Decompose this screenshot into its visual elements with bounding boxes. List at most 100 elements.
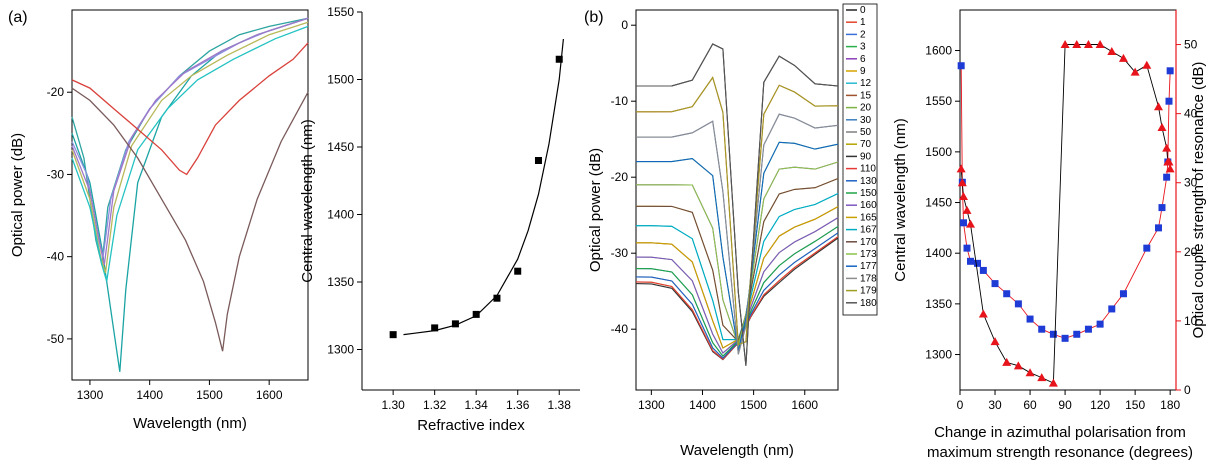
b-pol-wavelength-point <box>1166 67 1174 75</box>
a-index-xtick-label: 1.38 <box>548 398 572 412</box>
a-index-ytick-label: 1550 <box>327 5 354 19</box>
b-pol-wavelength-point <box>1061 334 1069 342</box>
b-legend-label: 178 <box>860 273 877 284</box>
a-index-point <box>472 310 480 318</box>
b-pol-wavelength-point <box>1158 204 1166 212</box>
b-legend-label: 2 <box>860 29 866 40</box>
b-legend-label: 50 <box>860 127 872 138</box>
b-pol-wavelength-point <box>957 62 965 70</box>
b-pol-ytick-label: 1500 <box>925 145 952 159</box>
b-spectra-ylabel: Optical power (dB) <box>587 148 604 272</box>
a-index-point <box>431 324 439 332</box>
b-pol-strength-point <box>1164 157 1174 166</box>
b-pol-wavelength-point <box>1014 300 1022 308</box>
b-pol-strength-point <box>959 192 969 201</box>
b-legend-label: 0 <box>860 5 866 16</box>
b-spectra-ytick-label: -40 <box>611 322 629 336</box>
b-pol-wavelength-point <box>991 280 999 288</box>
b-pol-line-left <box>960 65 1171 339</box>
b-pol-xtick-label: 120 <box>1090 398 1110 412</box>
b-pol-strength-point <box>1162 143 1172 152</box>
b-pol-strength-point <box>956 164 966 173</box>
b-pol-wavelength-point <box>1038 325 1046 333</box>
b-pol-strength-point <box>1060 40 1070 49</box>
b-legend-label: 12 <box>860 78 872 89</box>
b-spectra-ytick-label: -30 <box>611 246 629 260</box>
b-legend-label: 180 <box>860 298 877 309</box>
b-legend-label: 20 <box>860 103 872 114</box>
chart-b-spectra: 1300 1400 1500 1600-40-30-20-10001236912152… <box>587 3 878 459</box>
panel-label-a: (a) <box>8 9 28 26</box>
b-pol-line-right <box>960 44 1171 384</box>
b-pol-ytick-right-label: 30 <box>1184 176 1198 190</box>
a-index-point <box>555 55 563 63</box>
a-spectra-xtick-label: 1500 <box>196 388 223 402</box>
chart-a-refractive-index: 1.30 1.32 1.34 1.36 1.38 1300 1350 1400 1450 1500… <box>299 5 580 434</box>
a-spectra-ytick-label: -20 <box>47 85 65 99</box>
b-pol-ytick-label: 1450 <box>925 196 952 210</box>
b-pol-xtick-label: 90 <box>1058 398 1072 412</box>
b-legend-label: 90 <box>860 151 872 162</box>
b-pol-ytick-right-label: 10 <box>1184 314 1198 328</box>
a-index-point <box>493 294 501 302</box>
b-pol-strength-point <box>1107 46 1117 55</box>
b-pol-strength-point <box>1095 40 1105 49</box>
b-pol-strength-point <box>990 337 1000 346</box>
b-pol-strength-point <box>1013 361 1023 370</box>
b-spectrum-line <box>636 113 839 355</box>
b-pol-xtick-label: 60 <box>1023 398 1037 412</box>
a-spectrum-line <box>71 17 309 372</box>
b-pol-wavelength-point <box>1049 330 1057 338</box>
b-spectra-xlabel: Wavelength (nm) <box>680 442 794 459</box>
b-pol-ylabel-left: Central wavelength (nm) <box>892 118 909 281</box>
b-legend-label: 6 <box>860 54 866 65</box>
b-pol-strength-point <box>1083 40 1093 49</box>
a-spectra-ytick-label: -50 <box>47 332 65 346</box>
b-pol-strength-point <box>957 178 967 187</box>
b-pol-wavelength-point <box>960 219 968 227</box>
b-pol-strength-point <box>978 309 988 318</box>
b-legend-label: 179 <box>860 286 877 297</box>
b-legend-box <box>842 3 878 316</box>
a-index-xlabel: Refractive index <box>417 417 525 434</box>
b-spectrum-line <box>636 76 839 346</box>
b-pol-wavelength-point <box>1026 315 1034 323</box>
b-pol-wavelength-point <box>979 266 987 274</box>
a-index-ytick-label: 1350 <box>327 275 354 289</box>
b-pol-ytick-label: 1550 <box>925 94 952 108</box>
a-index-xtick-label: 1.32 <box>423 398 447 412</box>
b-pol-wavelength-point <box>1084 325 1092 333</box>
b-pol-ytick-right-label: 50 <box>1184 38 1198 52</box>
b-spectrum-line <box>636 43 839 366</box>
b-spectra-xtick-label: 1500 <box>740 398 767 412</box>
b-pol-wavelength-point <box>1154 224 1162 232</box>
b-pol-ytick-right-label: 20 <box>1184 245 1198 259</box>
b-pol-ytick-right-label: 40 <box>1184 107 1198 121</box>
b-pol-xtick-label: 150 <box>1125 398 1145 412</box>
b-spectrum-line <box>636 141 839 351</box>
a-spectra-ytick-label: -30 <box>47 167 65 181</box>
a-spectrum-line <box>71 17 309 266</box>
b-legend-label: 30 <box>860 115 872 126</box>
b-pol-strength-point <box>966 219 976 228</box>
a-spectra-ylabel: Optical power (dB) <box>9 133 26 257</box>
b-pol-wavelength-point <box>1119 290 1127 298</box>
a-spectra-frame <box>71 9 309 381</box>
b-pol-ytick-label: 1300 <box>925 348 952 362</box>
b-pol-strength-point <box>1048 378 1058 387</box>
b-pol-strength-point <box>1037 373 1047 382</box>
b-pol-ytick-label: 1350 <box>925 297 952 311</box>
a-spectra-xtick-label: 1400 <box>136 388 163 402</box>
b-spectra-ytick-label: -10 <box>611 94 629 108</box>
b-spectra-ytick-label: 0 <box>621 18 628 32</box>
b-spectrum-line <box>636 76 839 346</box>
a-spectrum-line <box>71 17 309 257</box>
b-legend-label: 1 <box>860 17 866 28</box>
b-pol-xtick-label: 0 <box>957 398 964 412</box>
b-spectra-frame <box>635 9 839 391</box>
b-pol-strength-point <box>1165 164 1175 173</box>
b-pol-wavelength-point <box>1096 320 1104 328</box>
b-pol-wavelength-point <box>1108 305 1116 313</box>
b-legend-label: 130 <box>860 176 877 187</box>
